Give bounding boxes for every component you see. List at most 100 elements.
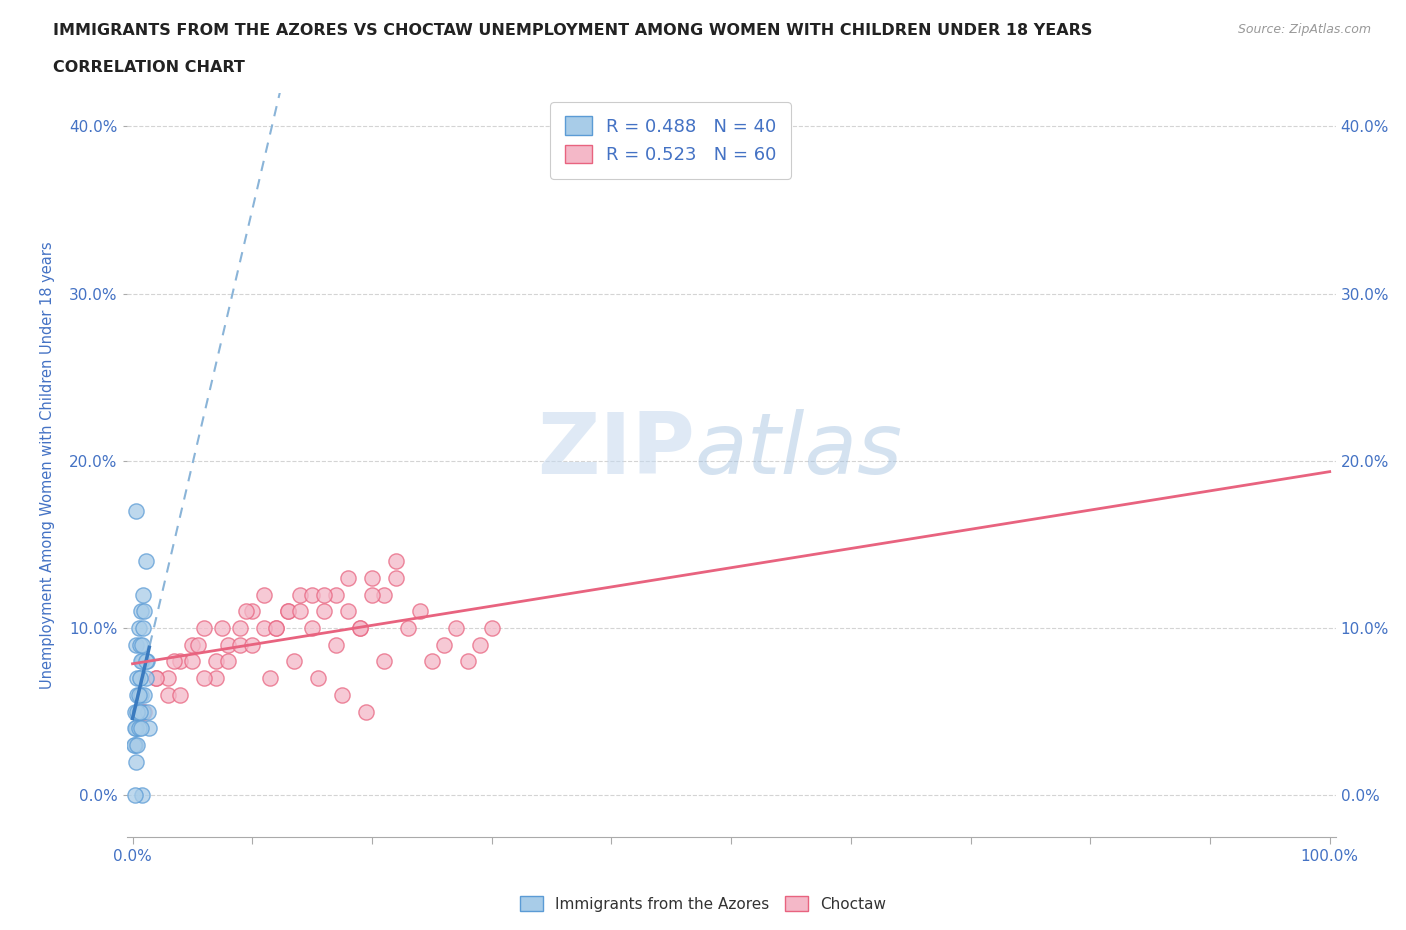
Point [125,721,148,736]
Point [138,721,160,736]
Point [132,620,155,635]
Point [128,721,150,736]
Point [125,503,148,518]
Text: atlas: atlas [695,408,903,492]
Point [288,587,311,602]
Point [131,788,153,803]
Point [163,654,186,669]
Point [361,570,384,585]
Point [264,620,287,635]
Point [349,620,371,635]
Point [205,654,228,669]
Point [325,587,347,602]
Point [288,604,311,618]
Point [211,620,233,635]
Point [373,654,395,669]
Point [132,704,155,719]
Text: ZIP: ZIP [537,408,695,492]
Point [128,671,150,685]
Point [135,654,157,669]
Point [253,587,276,602]
Point [259,671,281,685]
Text: IMMIGRANTS FROM THE AZORES VS CHOCTAW UNEMPLOYMENT AMONG WOMEN WITH CHILDREN UND: IMMIGRANTS FROM THE AZORES VS CHOCTAW UN… [53,23,1092,38]
Point [131,654,153,669]
Point [124,788,146,803]
Point [217,654,239,669]
Point [134,604,156,618]
Point [229,637,252,652]
Point [128,671,150,685]
Point [181,654,204,669]
Point [193,620,215,635]
Text: Source: ZipAtlas.com: Source: ZipAtlas.com [1237,23,1371,36]
Point [125,637,148,652]
Point [128,620,150,635]
Point [283,654,305,669]
Point [187,637,209,652]
Point [235,604,257,618]
Point [157,671,180,685]
Point [301,620,323,635]
Point [132,587,155,602]
Point [312,587,335,602]
Point [129,654,152,669]
Point [127,737,149,752]
Point [361,587,384,602]
Point [301,587,323,602]
Point [277,604,299,618]
Point [385,553,408,568]
Point [337,604,360,618]
Text: CORRELATION CHART: CORRELATION CHART [53,60,245,75]
Point [481,620,503,635]
Point [135,553,157,568]
Point [124,721,146,736]
Point [307,671,329,685]
Point [128,704,150,719]
Point [354,704,377,719]
Point [128,687,150,702]
Point [181,637,204,652]
Point [253,620,276,635]
Point [128,704,150,719]
Point [312,604,335,618]
Point [134,704,156,719]
Point [157,687,180,702]
Point [127,704,149,719]
Point [128,637,150,652]
Point [385,570,408,585]
Point [124,704,146,719]
Point [145,671,167,685]
Point [136,704,159,719]
Point [135,671,157,685]
Point [134,687,156,702]
Point [264,620,287,635]
Point [330,687,353,702]
Point [127,687,149,702]
Point [131,637,153,652]
Point [240,604,263,618]
Y-axis label: Unemployment Among Women with Children Under 18 years: Unemployment Among Women with Children U… [41,241,55,689]
Point [349,620,371,635]
Point [135,654,157,669]
Point [127,671,149,685]
Point [396,620,419,635]
Point [457,654,479,669]
Point [129,604,152,618]
Point [277,604,299,618]
Point [240,637,263,652]
Point [169,687,191,702]
Point [129,687,152,702]
Point [169,654,191,669]
Legend: Immigrants from the Azores, Choctaw: Immigrants from the Azores, Choctaw [515,889,891,918]
Point [193,671,215,685]
Point [217,637,239,652]
Point [373,587,395,602]
Point [205,671,228,685]
Point [145,671,167,685]
Point [420,654,443,669]
Point [129,721,152,736]
Point [122,737,145,752]
Point [229,620,252,635]
Point [409,604,432,618]
Legend: R = 0.488   N = 40, R = 0.523   N = 60: R = 0.488 N = 40, R = 0.523 N = 60 [550,102,792,179]
